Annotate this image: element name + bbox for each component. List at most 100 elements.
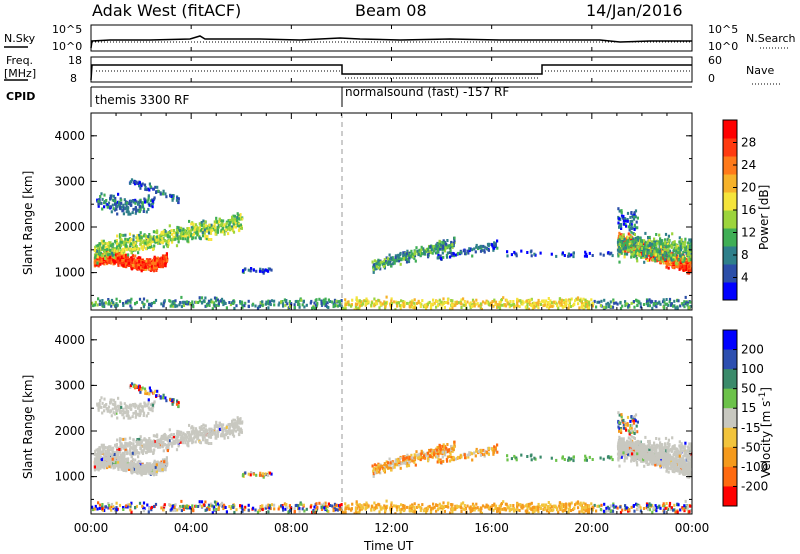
power-cell — [470, 305, 473, 309]
power-cell — [662, 242, 665, 246]
power-cell — [512, 300, 515, 303]
power-cell — [179, 301, 182, 305]
power-cell — [161, 241, 164, 245]
power-cell — [665, 298, 668, 301]
power-cell — [152, 259, 155, 262]
power-cell — [119, 246, 122, 250]
power-cell — [355, 303, 358, 306]
power-cell — [200, 223, 204, 227]
power-cell — [627, 225, 630, 229]
power-cell — [645, 302, 648, 306]
power-cell — [125, 210, 128, 214]
power-cell — [408, 256, 411, 260]
power-cell — [128, 232, 132, 236]
power-cell — [654, 300, 657, 304]
power-cell — [113, 247, 116, 251]
power-cell — [442, 244, 445, 248]
power-cell — [164, 233, 167, 237]
power-cell — [370, 303, 373, 307]
power-cell — [118, 201, 121, 205]
power-cell — [129, 181, 132, 185]
power-cell — [525, 299, 528, 303]
power-cell — [450, 299, 453, 302]
power-cell — [326, 301, 329, 305]
power-cell — [170, 229, 173, 233]
power-cell — [434, 247, 437, 251]
power-cell — [431, 251, 434, 255]
power-cell — [504, 303, 507, 307]
power-cell — [101, 261, 104, 265]
power-cell — [469, 247, 472, 251]
power-cell — [135, 264, 138, 268]
power-cell — [477, 304, 480, 308]
power-cell — [110, 298, 114, 302]
power-cell — [654, 259, 657, 263]
power-cell — [267, 267, 270, 271]
freq-left-tick-high: 18 — [68, 54, 82, 67]
power-cell — [636, 259, 639, 263]
power-cell — [385, 261, 388, 265]
power-cell — [674, 246, 677, 250]
power-cell — [620, 211, 623, 215]
power-cell — [682, 264, 685, 268]
power-cell — [408, 305, 411, 308]
power-cell — [507, 302, 510, 306]
power-cell — [198, 222, 201, 226]
power-cell — [684, 248, 687, 252]
power-cell — [122, 254, 125, 258]
power-cell — [273, 303, 276, 307]
power-cell — [117, 247, 120, 251]
power-cell — [475, 245, 478, 249]
power-cell — [186, 236, 190, 240]
power-cell — [258, 269, 262, 273]
power-cell — [138, 260, 141, 264]
power-cell — [389, 304, 392, 308]
power-cell — [221, 230, 224, 234]
power-cell — [674, 259, 678, 263]
power-cell — [178, 237, 181, 240]
power-cell — [452, 241, 455, 245]
power-cell — [379, 301, 382, 305]
power-cell — [622, 219, 625, 223]
power-cell — [148, 303, 151, 306]
power-cell — [562, 299, 565, 303]
power-cell — [140, 266, 143, 270]
power-cell — [164, 192, 167, 196]
power-cell — [106, 245, 110, 249]
power-cell — [652, 302, 656, 306]
power-cell — [681, 258, 684, 262]
power-cell — [204, 304, 207, 308]
power-cell — [494, 242, 497, 246]
power-cell — [659, 302, 662, 306]
power-cell — [142, 264, 145, 268]
power-cell — [130, 251, 133, 255]
power-cell — [109, 205, 112, 209]
power-cell — [180, 305, 183, 309]
power-cell — [100, 239, 103, 243]
power-cell — [520, 249, 523, 253]
power-cell — [618, 247, 621, 251]
power-cell — [148, 261, 152, 265]
power-cell — [157, 237, 160, 241]
power-cell — [688, 244, 691, 248]
power-cell — [687, 253, 691, 257]
cpid-segment-2: normalsound (fast) -157 RF — [345, 85, 509, 99]
power-cell — [94, 300, 97, 304]
power-cell — [150, 301, 153, 305]
power-cell — [232, 302, 235, 305]
power-cell — [208, 227, 211, 231]
power-cell — [140, 184, 143, 188]
noise-sky-line — [90, 35, 692, 49]
power-cell — [175, 231, 178, 235]
power-cell — [108, 302, 111, 306]
power-cell — [148, 182, 151, 186]
power-cell — [236, 224, 239, 228]
power-cell — [582, 297, 585, 301]
power-cell — [196, 229, 199, 233]
power-cell — [479, 302, 482, 306]
power-cell — [209, 300, 212, 304]
power-cell — [192, 305, 195, 309]
power-cell — [392, 262, 395, 266]
power-cell — [142, 297, 146, 301]
